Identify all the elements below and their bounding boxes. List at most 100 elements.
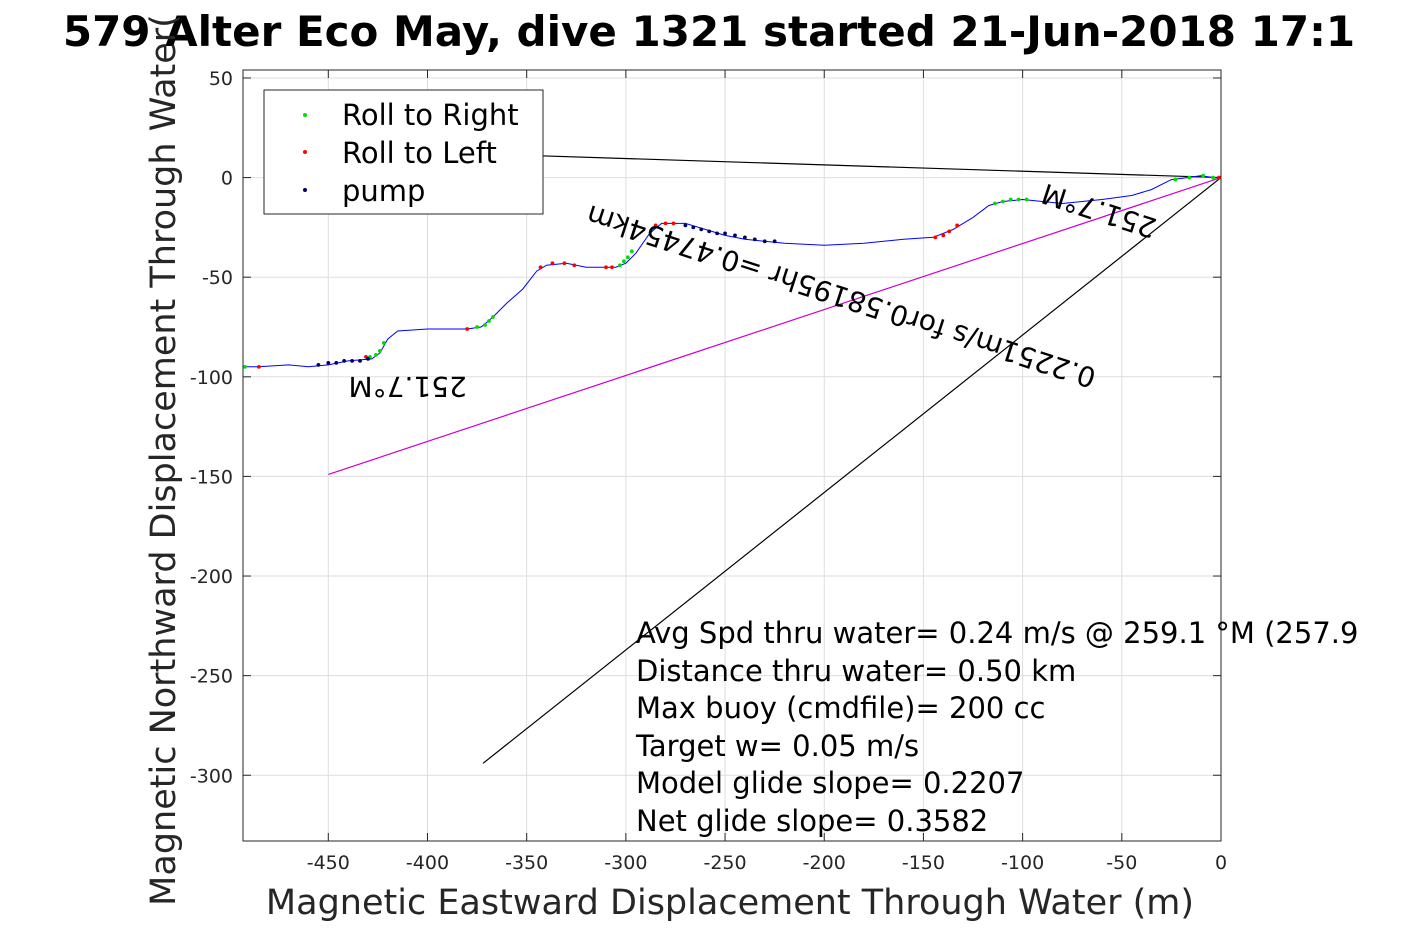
point-roll-right [475,325,479,329]
legend: Roll to Right Roll to Left pump [263,89,544,215]
point-roll-right [625,255,630,260]
point-roll-right [491,315,495,319]
legend-marker-roll-right [303,113,307,117]
legend-label-roll-left: Roll to Left [342,136,497,170]
point-roll-left [256,364,261,369]
y-tick-label: -150 [190,466,233,488]
legend-marker-roll-left [303,150,307,154]
y-tick-label: -200 [190,566,233,588]
point-roll-right [1201,173,1206,178]
point-pump [691,225,696,230]
x-tick-label: -450 [307,852,350,874]
legend-label-pump: pump [342,174,425,208]
point-pump [683,223,688,228]
point-roll-left [933,235,938,240]
point-roll-right [374,352,378,357]
x-tick-label: -50 [1106,852,1137,874]
point-roll-left [947,229,952,234]
summary-line-max-buoy: Max buoy (cmdfile)= 200 cc [636,691,1045,725]
summary-line-net-glide: Net glide slope= 0.3582 [636,804,988,838]
point-roll-left [941,233,946,238]
x-tick-label: -250 [703,852,746,874]
point-roll-right [629,249,634,254]
line-drift [536,155,1222,179]
point-roll-right [483,323,487,327]
chart-title: 579 Alter Eco May, dive 1321 started 21-… [63,7,1355,56]
plot-frame [242,69,1222,842]
point-pump [733,233,737,238]
y-tick-label: -300 [190,765,233,787]
point-roll-left [663,221,668,226]
point-pump [699,227,704,232]
x-tick-label: -350 [505,852,548,874]
point-pump [762,239,767,244]
point-pump [742,235,747,240]
point-roll-left [562,261,567,266]
x-tick-label: -200 [803,852,846,874]
summary-line-distance: Distance thru water= 0.50 km [636,654,1076,688]
point-roll-right [618,263,622,268]
point-roll-left [671,221,676,226]
line-slope [482,177,1222,764]
point-roll-left [550,261,555,266]
x-tick-label: -300 [604,852,647,874]
point-pump [342,358,347,363]
point-roll-left [653,223,658,228]
point-roll-right [1173,177,1178,182]
summary-line-avg-speed: Avg Spd thru water= 0.24 m/s @ 259.1 °M … [636,616,1358,650]
point-roll-right [1024,197,1029,202]
point-roll-left [955,223,960,228]
track [243,175,1221,368]
point-roll-left [572,263,577,268]
legend-marker-pump [303,188,307,192]
point-pump [707,229,712,234]
point-pump [334,360,339,365]
reference-lines [328,155,1222,764]
point-roll-right [1211,175,1215,180]
point-roll-right [1008,197,1013,202]
point-roll-right [1187,175,1192,180]
point-pump [772,239,777,244]
point-pump [326,360,331,365]
y-tick-label: -250 [190,666,233,688]
point-pump [715,231,720,236]
point-roll-right [243,364,247,369]
dive-summary: Avg Spd thru water= 0.24 m/s @ 259.1 °M … [635,616,1358,838]
axis-ticks: -450 -400 -350 -300 -250 -200 -150 -100 -50 0 50 0 -… [190,68,1227,874]
point-pump [723,231,727,236]
point-pump [350,358,355,363]
point-roll-right [377,349,382,353]
point-roll-right [992,201,997,206]
point-pump [316,362,321,367]
y-tick-label: 0 [221,168,233,190]
y-tick-label: -50 [202,267,233,289]
track-line [243,175,1221,368]
annotation-label: 251.7°M [348,370,466,403]
point-pump [752,237,757,242]
point-roll-right [621,259,626,264]
point-roll-right [1016,197,1021,202]
point-pump [358,358,362,363]
point-roll-right [381,341,386,345]
x-tick-label: 0 [1215,852,1227,874]
point-roll-right [1000,199,1005,204]
x-tick-label: -400 [406,852,449,874]
y-tick-label: -100 [190,367,233,389]
point-roll-left [1217,175,1221,180]
point-pump [366,356,370,361]
summary-line-model-glide: Model glide slope= 0.2207 [636,766,1024,800]
point-roll-left [610,265,614,270]
line-heading [328,177,1222,475]
point-roll-right [487,319,491,323]
points [243,173,1221,369]
y-tick-label: 50 [209,68,233,90]
point-roll-left [465,327,470,331]
legend-label-roll-right: Roll to Right [342,98,519,132]
legend-box [263,89,544,215]
point-roll-left [604,265,608,270]
x-axis-label: Magnetic Eastward Displacement Through W… [266,883,1194,923]
x-tick-label: -150 [902,852,945,874]
x-tick-label: -100 [1001,852,1044,874]
point-roll-left [538,265,543,270]
